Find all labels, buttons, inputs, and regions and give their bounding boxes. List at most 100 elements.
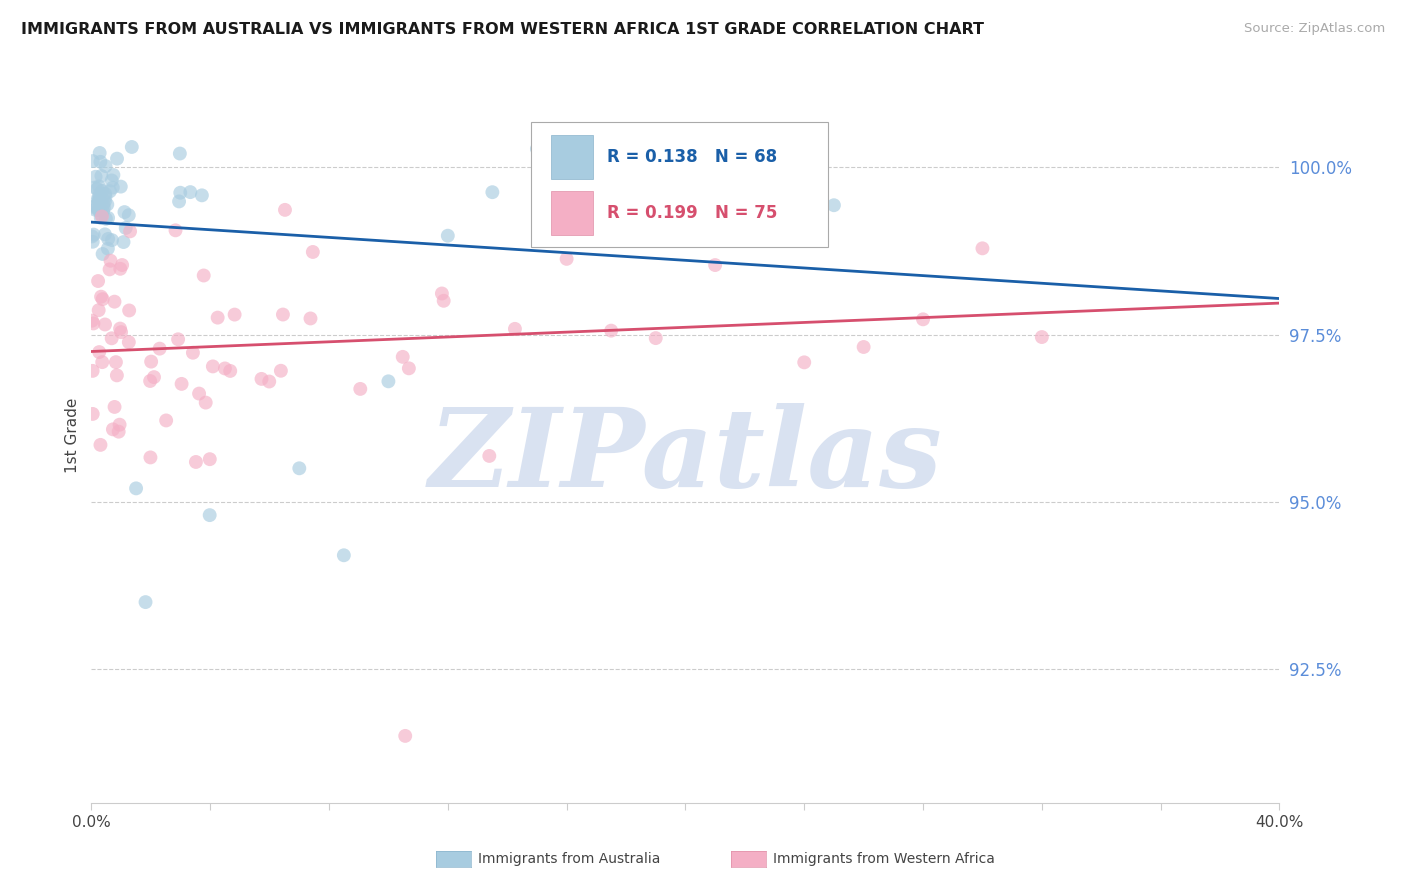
Point <box>87 193 110 207</box>
Point <box>555 252 578 266</box>
Point <box>114 221 136 235</box>
Point <box>224 308 246 322</box>
Point <box>398 361 420 376</box>
Point <box>110 261 132 276</box>
Point <box>108 321 131 335</box>
Point <box>333 549 356 563</box>
Point <box>90 210 112 224</box>
Point <box>201 359 224 374</box>
Text: Immigrants from Western Africa: Immigrants from Western Africa <box>773 852 995 866</box>
Point <box>139 450 162 465</box>
Point <box>90 290 112 304</box>
Point <box>436 228 458 243</box>
Point <box>120 224 142 238</box>
Point <box>823 198 845 212</box>
Point <box>104 355 127 369</box>
Point <box>89 154 111 169</box>
Point <box>644 331 666 345</box>
Point <box>349 382 371 396</box>
Point <box>94 159 117 173</box>
Point <box>377 375 399 389</box>
Point <box>97 242 120 256</box>
Point <box>191 188 214 202</box>
Point <box>89 145 111 160</box>
Text: Immigrants from Australia: Immigrants from Australia <box>478 852 661 866</box>
Point <box>169 186 191 200</box>
Point <box>97 211 120 225</box>
Point <box>96 197 118 211</box>
Point <box>155 413 177 427</box>
Point <box>82 317 104 331</box>
Text: IMMIGRANTS FROM AUSTRALIA VS IMMIGRANTS FROM WESTERN AFRICA 1ST GRADE CORRELATIO: IMMIGRANTS FROM AUSTRALIA VS IMMIGRANTS … <box>21 22 984 37</box>
Point <box>198 508 221 523</box>
Point <box>105 152 128 166</box>
Point <box>503 322 526 336</box>
Point <box>214 361 236 376</box>
FancyBboxPatch shape <box>531 122 828 247</box>
Point <box>91 355 114 369</box>
Bar <box>551 191 593 235</box>
Point <box>571 189 593 203</box>
Point <box>84 169 107 184</box>
Point <box>90 169 112 183</box>
Point <box>84 199 107 213</box>
Point <box>181 345 204 359</box>
Point <box>167 194 190 209</box>
Point <box>972 241 994 255</box>
Point <box>94 186 117 201</box>
Point <box>80 313 103 327</box>
Point <box>84 202 107 217</box>
Point <box>94 211 117 226</box>
Point <box>107 425 129 439</box>
Point <box>94 227 117 242</box>
Point <box>118 335 141 350</box>
Point <box>91 204 114 219</box>
Point <box>103 400 125 414</box>
Point <box>188 386 211 401</box>
Point <box>82 235 104 249</box>
Point <box>87 203 110 218</box>
Point <box>198 452 221 467</box>
Point <box>89 194 111 208</box>
Point <box>118 303 141 318</box>
Point <box>94 190 117 204</box>
Point <box>114 205 136 219</box>
Point <box>793 355 815 369</box>
Point <box>673 205 696 219</box>
Point <box>170 376 193 391</box>
Point <box>478 449 501 463</box>
Point <box>98 262 121 277</box>
Point <box>105 368 128 383</box>
Point <box>184 455 207 469</box>
Point <box>125 481 148 495</box>
Point <box>82 154 104 169</box>
Point <box>250 372 273 386</box>
Point <box>89 345 111 359</box>
Point <box>271 308 294 322</box>
Point <box>82 200 104 214</box>
Point <box>193 268 215 283</box>
Point <box>86 182 108 196</box>
Point <box>194 395 217 409</box>
Point <box>87 179 110 194</box>
Point <box>430 286 453 301</box>
Point <box>270 364 292 378</box>
Point <box>110 179 132 194</box>
Point <box>90 211 112 225</box>
Point <box>100 253 122 268</box>
Point <box>97 232 120 246</box>
Point <box>139 374 162 388</box>
Point <box>108 417 131 432</box>
Point <box>135 595 157 609</box>
Point <box>103 294 125 309</box>
Point <box>83 180 105 194</box>
Point <box>257 375 280 389</box>
Point <box>288 461 311 475</box>
Point <box>90 208 112 222</box>
Point <box>89 438 111 452</box>
Point <box>101 422 124 436</box>
Point <box>299 311 322 326</box>
Point <box>87 303 110 318</box>
Point <box>600 324 623 338</box>
Point <box>911 312 934 326</box>
